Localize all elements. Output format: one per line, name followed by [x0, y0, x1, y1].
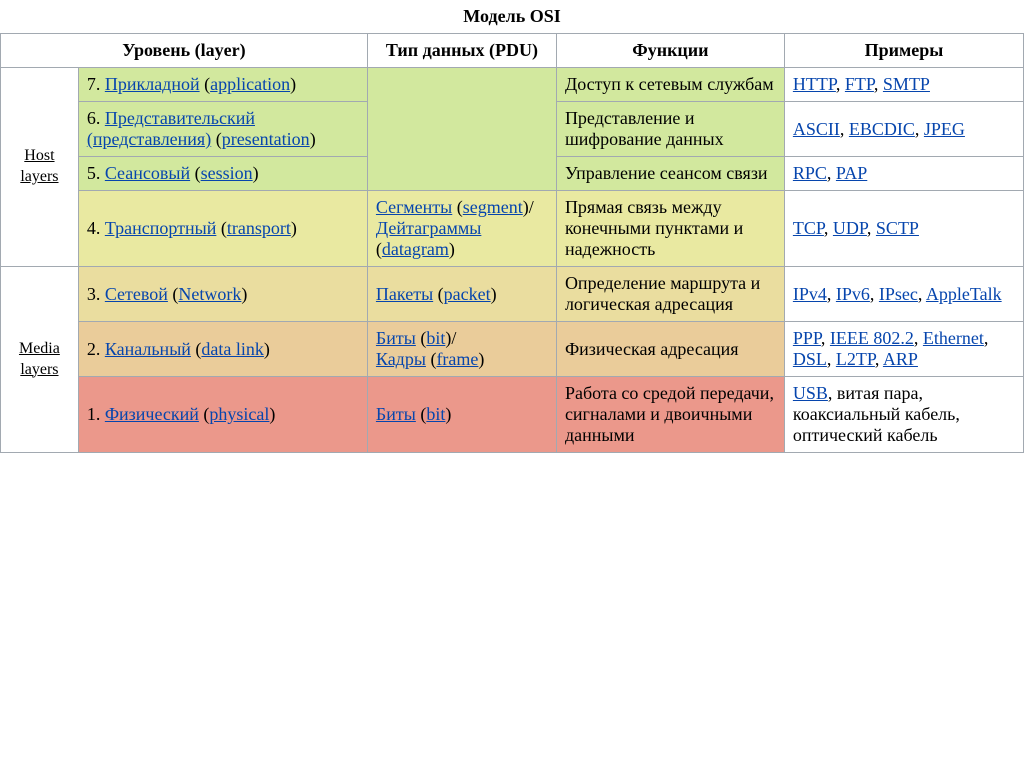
example-link[interactable]: PAP — [836, 163, 867, 183]
header-examples: Примеры — [784, 34, 1023, 68]
layer-link[interactable]: Транспортный — [105, 218, 217, 238]
example-link[interactable]: USB — [793, 383, 828, 403]
layer-cell: 6. Представительский (представления) (pr… — [78, 102, 367, 157]
layer-link-en[interactable]: session — [201, 163, 253, 183]
layer-link[interactable]: Канальный — [105, 339, 191, 359]
layer-link[interactable]: Сетевой — [105, 284, 168, 304]
pdu-link[interactable]: Биты — [376, 404, 416, 424]
header-layer: Уровень (layer) — [1, 34, 368, 68]
func-cell: Физическая адресация — [556, 322, 784, 377]
example-link[interactable]: JPEG — [924, 119, 965, 139]
media-layers-label: Media layers — [1, 267, 79, 453]
example-link[interactable]: ARP — [883, 349, 918, 369]
example-link[interactable]: PPP — [793, 328, 821, 348]
caption-row: Модель OSI — [1, 0, 1024, 34]
func-cell: Определение маршрута и логическая адреса… — [556, 267, 784, 322]
layer-link[interactable]: Прикладной — [105, 74, 200, 94]
table-row: 1. Физический (physical) Биты (bit) Рабо… — [1, 377, 1024, 453]
example-text: витая пара — [837, 383, 919, 403]
func-cell: Работа со средой передачи, сигналами и д… — [556, 377, 784, 453]
example-link[interactable]: L2TP — [836, 349, 875, 369]
examples-cell: IPv4, IPv6, IPsec, AppleTalk — [784, 267, 1023, 322]
examples-cell: PPP, IEEE 802.2, Ethernet, DSL, L2TP, AR… — [784, 322, 1023, 377]
header-pdu: Тип данных (PDU) — [367, 34, 556, 68]
func-cell: Управление сеансом связи — [556, 157, 784, 191]
pdu-link[interactable]: Биты — [376, 328, 416, 348]
func-cell: Представление и шифрование данных — [556, 102, 784, 157]
examples-cell: ASCII, EBCDIC, JPEG — [784, 102, 1023, 157]
example-link[interactable]: FTP — [845, 74, 874, 94]
pdu-link-en[interactable]: datagram — [382, 239, 449, 259]
example-link[interactable]: RPC — [793, 163, 827, 183]
pdu-link-en[interactable]: frame — [436, 349, 478, 369]
layer-link-en[interactable]: application — [210, 74, 290, 94]
example-link[interactable]: SMTP — [883, 74, 930, 94]
layer-link[interactable]: Сеансовый — [105, 163, 190, 183]
pdu-link-en[interactable]: packet — [444, 284, 491, 304]
example-link[interactable]: SCTP — [876, 218, 919, 238]
pdu-cell: Сегменты (segment)/ Дейтаграммы (datagra… — [367, 191, 556, 267]
pdu-link[interactable]: Пакеты — [376, 284, 433, 304]
pdu-link[interactable]: Кадры — [376, 349, 426, 369]
pdu-link[interactable]: Дейтаграммы — [376, 218, 481, 238]
layer-cell: 7. Прикладной (application) — [78, 68, 367, 102]
table-row: Host layers 7. Прикладной (application) … — [1, 68, 1024, 102]
example-link[interactable]: AppleTalk — [926, 284, 1002, 304]
example-link[interactable]: DSL — [793, 349, 827, 369]
example-text: коаксиальный кабель — [793, 404, 956, 424]
table-row: 4. Транспортный (transport) Сегменты (se… — [1, 191, 1024, 267]
example-link[interactable]: HTTP — [793, 74, 836, 94]
examples-cell: USB, витая пара, коаксиальный кабель, оп… — [784, 377, 1023, 453]
example-link[interactable]: UDP — [833, 218, 867, 238]
example-link[interactable]: IPsec — [879, 284, 918, 304]
pdu-cell: Биты (bit) — [367, 377, 556, 453]
layer-link[interactable]: Физический — [105, 404, 199, 424]
example-link[interactable]: TCP — [793, 218, 824, 238]
func-cell: Доступ к сетевым службам — [556, 68, 784, 102]
pdu-cell: Пакеты (packet) — [367, 267, 556, 322]
example-text: оптический кабель — [793, 425, 938, 445]
table-row: 2. Канальный (data link) Биты (bit)/ Кад… — [1, 322, 1024, 377]
layer-cell: 1. Физический (physical) — [78, 377, 367, 453]
header-row: Уровень (layer) Тип данных (PDU) Функции… — [1, 34, 1024, 68]
layer-link-en[interactable]: data link — [201, 339, 263, 359]
examples-cell: HTTP, FTP, SMTP — [784, 68, 1023, 102]
pdu-link-en[interactable]: segment — [463, 197, 523, 217]
layer-cell: 3. Сетевой (Network) — [78, 267, 367, 322]
example-link[interactable]: IEEE 802.2 — [830, 328, 914, 348]
layer-cell: 2. Канальный (data link) — [78, 322, 367, 377]
pdu-link-en[interactable]: bit — [426, 404, 445, 424]
layer-link-en[interactable]: physical — [209, 404, 269, 424]
pdu-link[interactable]: Сегменты — [376, 197, 452, 217]
examples-cell: RPC, PAP — [784, 157, 1023, 191]
host-layers-label: Host layers — [1, 68, 79, 267]
layer-cell: 4. Транспортный (transport) — [78, 191, 367, 267]
layer-link-en[interactable]: transport — [227, 218, 291, 238]
osi-table: Модель OSI Уровень (layer) Тип данных (P… — [0, 0, 1024, 453]
table-title: Модель OSI — [1, 0, 1024, 34]
layer-link-en[interactable]: Network — [178, 284, 241, 304]
pdu-cell: Биты (bit)/ Кадры (frame) — [367, 322, 556, 377]
layer-cell: 5. Сеансовый (session) — [78, 157, 367, 191]
layer-link-en[interactable]: presentation — [222, 129, 310, 149]
example-link[interactable]: IPv6 — [836, 284, 870, 304]
example-link[interactable]: Ethernet — [923, 328, 984, 348]
examples-cell: TCP, UDP, SCTP — [784, 191, 1023, 267]
table-row: Media layers 3. Сетевой (Network) Пакеты… — [1, 267, 1024, 322]
func-cell: Прямая связь между конечными пунктами и … — [556, 191, 784, 267]
pdu-cell — [367, 68, 556, 191]
example-link[interactable]: EBCDIC — [849, 119, 915, 139]
pdu-link-en[interactable]: bit — [426, 328, 445, 348]
header-func: Функции — [556, 34, 784, 68]
example-link[interactable]: IPv4 — [793, 284, 827, 304]
example-link[interactable]: ASCII — [793, 119, 840, 139]
